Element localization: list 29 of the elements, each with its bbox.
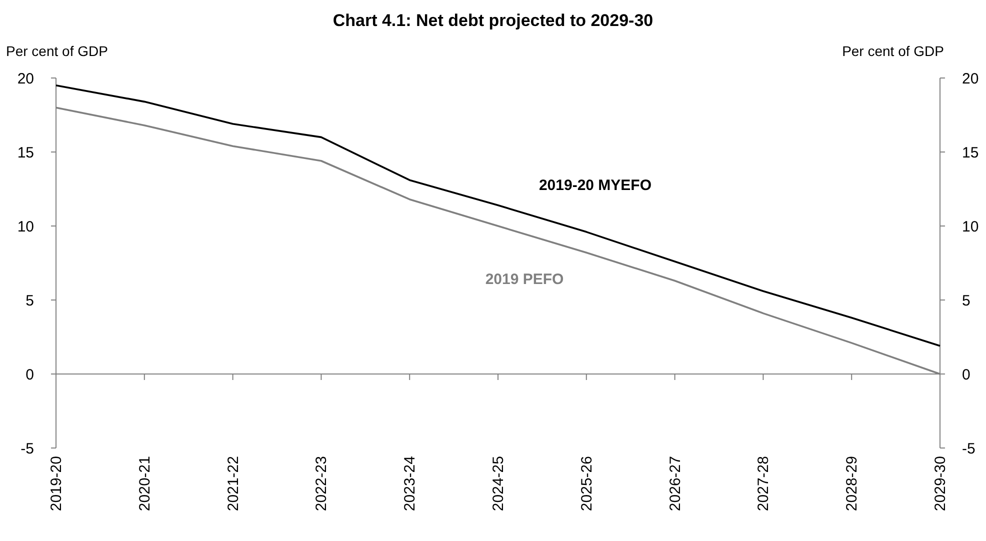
y-tick-label: 0	[26, 366, 34, 384]
x-tick-label: 2019-20	[48, 456, 65, 512]
x-tick-label: 2020-21	[136, 456, 154, 512]
series-label: 2019 PEFO	[485, 270, 564, 288]
x-tick-label: 2025-26	[578, 456, 596, 512]
y-tick-label: 15	[17, 144, 34, 162]
series-label: 2019-20 MYEFO	[538, 176, 652, 194]
x-tick-label: 2022-23	[313, 456, 330, 512]
y-tick-label: 5	[26, 292, 34, 310]
y2-tick-label: 0	[962, 366, 970, 384]
x-tick-label: 2029-30	[932, 456, 949, 512]
line-series	[55, 84, 941, 347]
y2-tick-label: 10	[962, 218, 979, 236]
x-tick-label: 2024-25	[490, 456, 507, 512]
chart-title: Chart 4.1: Net debt projected to 2029-30	[332, 11, 654, 30]
x-tick-label: 2027-28	[755, 456, 772, 512]
y-tick-label: 20	[17, 70, 34, 88]
x-tick-label: 2028-29	[844, 456, 861, 512]
y-axis-title: Per cent of GDP	[6, 43, 108, 59]
x-tick-label: 2021-22	[224, 456, 242, 512]
y2-tick-label: 15	[962, 144, 979, 162]
y-tick-label: 10	[17, 218, 34, 236]
y2-axis-title: Per cent of GDP	[842, 43, 944, 59]
y2-tick-label: 5	[962, 292, 970, 310]
y-tick-label: -5	[20, 440, 34, 458]
y2-tick-label: 20	[962, 70, 979, 88]
x-tick-label: 2023-24	[402, 456, 419, 512]
x-tick-label: 2026-27	[666, 456, 684, 512]
y2-tick-label: -5	[962, 440, 976, 458]
